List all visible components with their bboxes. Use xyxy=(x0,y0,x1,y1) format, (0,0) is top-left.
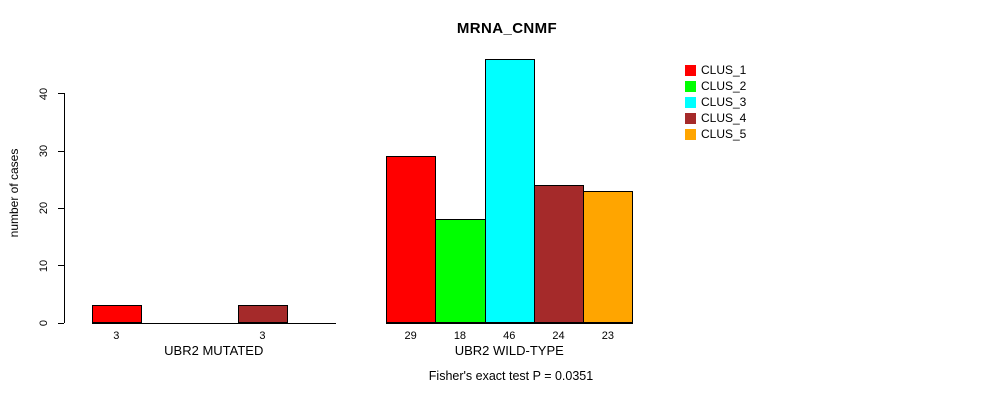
bar-value-label: 23 xyxy=(601,329,614,342)
bar-clus_1 xyxy=(386,156,437,324)
legend-swatch-clus_4 xyxy=(685,112,696,124)
legend-label: CLUS_3 xyxy=(701,95,747,109)
bar-value-label: 24 xyxy=(552,329,565,342)
legend-item: CLUS_3 xyxy=(685,94,746,110)
y-axis-tick xyxy=(57,93,64,95)
bar-clus_5 xyxy=(583,190,634,324)
bar-clus_2 xyxy=(435,219,486,324)
bar-clus_4 xyxy=(238,305,288,324)
fisher-test-annotation: Fisher's exact test P = 0.0351 xyxy=(428,369,594,383)
chart-title: MRNA_CNMF xyxy=(456,20,558,37)
legend-label: CLUS_2 xyxy=(701,79,747,93)
legend-item: CLUS_5 xyxy=(685,126,746,142)
y-axis-tick-label: 0 xyxy=(37,319,50,327)
bar-value-label: 29 xyxy=(404,329,417,342)
y-axis-tick xyxy=(57,207,64,209)
bar-value-label: 18 xyxy=(453,329,467,342)
group-label: UBR2 WILD-TYPE xyxy=(454,342,564,358)
legend-swatch-clus_3 xyxy=(685,96,696,108)
legend-label: CLUS_4 xyxy=(701,111,747,125)
legend-item: CLUS_2 xyxy=(685,78,746,94)
y-axis-line xyxy=(63,93,65,324)
bar-clus_3 xyxy=(484,58,535,324)
y-axis-tick-label: 10 xyxy=(37,259,50,272)
legend-swatch-clus_1 xyxy=(685,64,696,76)
legend-item: CLUS_4 xyxy=(685,110,746,126)
legend-label: CLUS_1 xyxy=(701,63,747,77)
bar-clus_1 xyxy=(92,305,142,324)
legend-label: CLUS_5 xyxy=(701,127,747,141)
y-axis-tick-label: 30 xyxy=(37,144,50,158)
x-axis-line xyxy=(91,322,336,324)
y-axis-tick-label: 20 xyxy=(37,202,50,215)
bar-value-label: 46 xyxy=(503,329,516,342)
legend-swatch-clus_5 xyxy=(685,128,696,140)
legend-item: CLUS_1 xyxy=(685,62,746,78)
group-label: UBR2 MUTATED xyxy=(164,342,264,358)
y-axis-tick xyxy=(57,322,64,324)
bar-clus_4 xyxy=(533,184,585,324)
y-axis-tick-label: 40 xyxy=(37,87,50,100)
bar-value-label: 3 xyxy=(113,329,120,342)
legend-swatch-clus_2 xyxy=(685,80,696,92)
bar-value-label: 3 xyxy=(259,329,266,342)
y-axis-tick xyxy=(57,265,64,267)
legend: CLUS_1 CLUS_2 CLUS_3 CLUS_4 CLUS_5 xyxy=(685,62,746,142)
y-axis-tick xyxy=(57,150,64,152)
